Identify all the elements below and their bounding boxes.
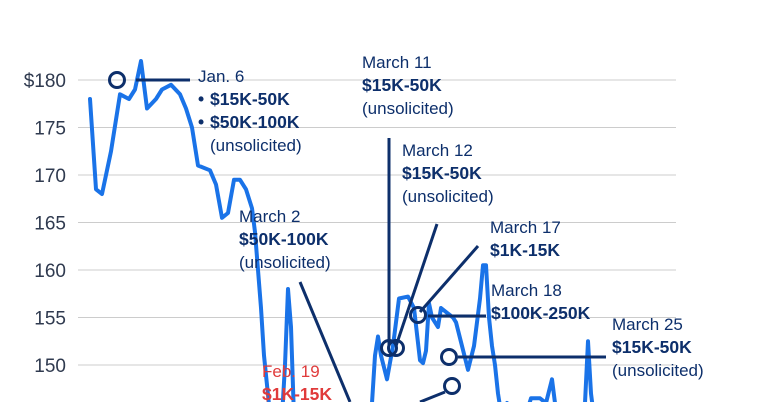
annotation-amount-jan6: • $15K-50K: [198, 89, 290, 109]
annotation-amount-text: $15K-50K: [402, 163, 482, 183]
y-tick-label: 160: [34, 261, 66, 282]
annotation-note-jan6: (unsolicited): [210, 136, 302, 155]
annotation-date-mar17: March 17: [490, 218, 561, 237]
annotation-markers: [108, 71, 461, 395]
annotation-amount-mar12: $15K-50K: [402, 163, 482, 183]
annotation-marker-mar17: [409, 306, 427, 324]
annotation-marker-extra: [443, 377, 461, 395]
bullet-icon: •: [198, 112, 204, 132]
annotation-date-mar11: March 11: [362, 53, 432, 72]
annotation-amount-text: $15K-50K: [210, 89, 290, 109]
y-tick-label: 165: [34, 214, 66, 235]
y-tick-label: 150: [34, 356, 66, 377]
y-tick-label: 170: [34, 166, 66, 187]
annotation-note-mar12: (unsolicited): [402, 187, 494, 206]
annotation-marker-jan6: [108, 71, 126, 89]
annotation-date-mar18: March 18: [491, 281, 562, 300]
grid-lines: [78, 79, 676, 366]
annotation-amount-mar11: $15K-50K: [362, 75, 442, 95]
annotation-amount-mar25: $15K-50K: [612, 337, 692, 357]
annotation-leaders: [136, 78, 606, 402]
annotation-date-jan6: Jan. 6: [198, 67, 244, 86]
annotation-date-mar25: March 25: [612, 315, 683, 334]
annotation-labels: Jan. 6 • $15K-50K • $50K-100K (unsolicited) Ma…: [198, 53, 704, 402]
price-line: [88, 59, 595, 402]
annotation-amount-text: $1K-15K: [490, 240, 560, 260]
annotation-leader-mar2: [298, 281, 352, 402]
annotation-date-feb19: Feb. 19: [262, 362, 320, 381]
annotation-amount-text: $15K-50K: [362, 75, 442, 95]
annotation-note-mar11: (unsolicited): [362, 99, 454, 118]
annotation-amount-text: $1K-15K: [262, 384, 332, 402]
annotation-amount-mar17: $1K-15K: [490, 240, 560, 260]
annotation-date-mar2: March 2: [239, 207, 300, 226]
annotation-note-mar2: (unsolicited): [239, 253, 331, 272]
annotation-marker-mar25: [440, 348, 458, 366]
y-axis-ticks: $180 175 170 165 160 155 150: [24, 71, 66, 377]
annotation-amount-mar2: $50K-100K: [239, 229, 329, 249]
annotation-date-mar12: March 12: [402, 141, 473, 160]
y-tick-label: $180: [24, 71, 66, 92]
price-series: [88, 59, 595, 402]
annotation-leader-extra: [419, 390, 446, 402]
annotation-amount-text: $100K-250K: [491, 303, 591, 323]
y-tick-label: 175: [34, 119, 66, 140]
annotation-marker-mar11: [380, 339, 398, 357]
annotation-amount-text: $15K-50K: [612, 337, 692, 357]
annotation-amount-text: $50K-100K: [239, 229, 329, 249]
annotation-amount-mar18: $100K-250K: [491, 303, 591, 323]
bullet-icon: •: [198, 89, 204, 109]
annotation-amount-text: $50K-100K: [210, 112, 300, 132]
annotation-note-mar25: (unsolicited): [612, 361, 704, 380]
annotation-leader-mar17: [418, 245, 480, 313]
annotation-marker-mar12: [387, 339, 405, 357]
annotation-amount-feb19: $1K-15K: [262, 384, 332, 402]
y-tick-label: 155: [34, 309, 66, 330]
annotation-leader-mar12: [394, 223, 439, 347]
annotation-amount-jan6: • $50K-100K: [198, 112, 300, 132]
